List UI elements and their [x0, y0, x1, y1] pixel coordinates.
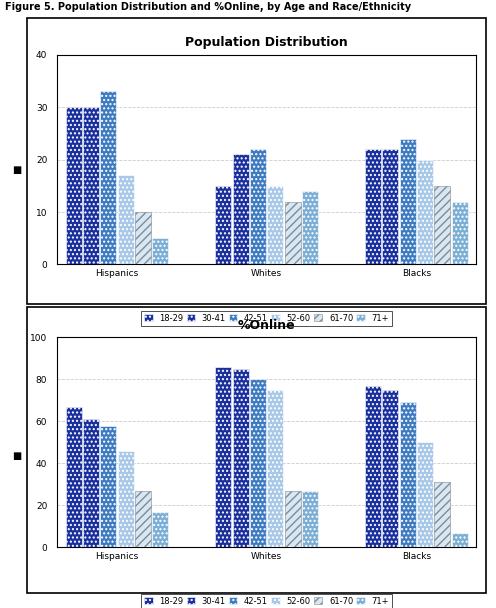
Bar	[400, 402, 416, 547]
Bar	[135, 212, 151, 264]
Bar	[285, 202, 301, 264]
Bar	[434, 186, 450, 264]
Bar	[152, 238, 168, 264]
Bar	[100, 426, 116, 547]
Bar	[215, 186, 231, 264]
Bar	[302, 191, 318, 264]
Bar	[250, 149, 266, 264]
Text: ■: ■	[12, 451, 22, 461]
Bar	[285, 491, 301, 547]
Bar	[365, 385, 381, 547]
Bar	[118, 451, 133, 547]
Bar	[302, 491, 318, 547]
Bar	[417, 443, 433, 547]
Bar	[100, 91, 116, 264]
Bar	[382, 390, 398, 547]
Text: ■: ■	[12, 165, 22, 175]
Title: Population Distribution: Population Distribution	[185, 36, 348, 49]
Bar	[267, 186, 283, 264]
Bar	[152, 511, 168, 547]
Bar	[118, 175, 133, 264]
Bar	[233, 369, 248, 547]
Text: Figure 5. Population Distribution and %Online, by Age and Race/Ethnicity: Figure 5. Population Distribution and %O…	[5, 2, 411, 12]
Bar	[215, 367, 231, 547]
Bar	[267, 390, 283, 547]
Bar	[382, 149, 398, 264]
Bar	[452, 533, 468, 547]
Bar	[452, 202, 468, 264]
Legend: 18-29, 30-41, 42-51, 52-60, 61-70, 71+: 18-29, 30-41, 42-51, 52-60, 61-70, 71+	[141, 593, 392, 608]
Bar	[233, 154, 248, 264]
Bar	[65, 107, 81, 264]
Legend: 18-29, 30-41, 42-51, 52-60, 61-70, 71+: 18-29, 30-41, 42-51, 52-60, 61-70, 71+	[141, 311, 392, 326]
Bar	[83, 107, 99, 264]
Bar	[434, 482, 450, 547]
Bar	[417, 160, 433, 264]
Title: %Online: %Online	[238, 319, 296, 332]
Bar	[365, 149, 381, 264]
Bar	[65, 407, 81, 547]
Bar	[135, 491, 151, 547]
Bar	[83, 420, 99, 547]
Bar	[400, 139, 416, 264]
Bar	[250, 379, 266, 547]
